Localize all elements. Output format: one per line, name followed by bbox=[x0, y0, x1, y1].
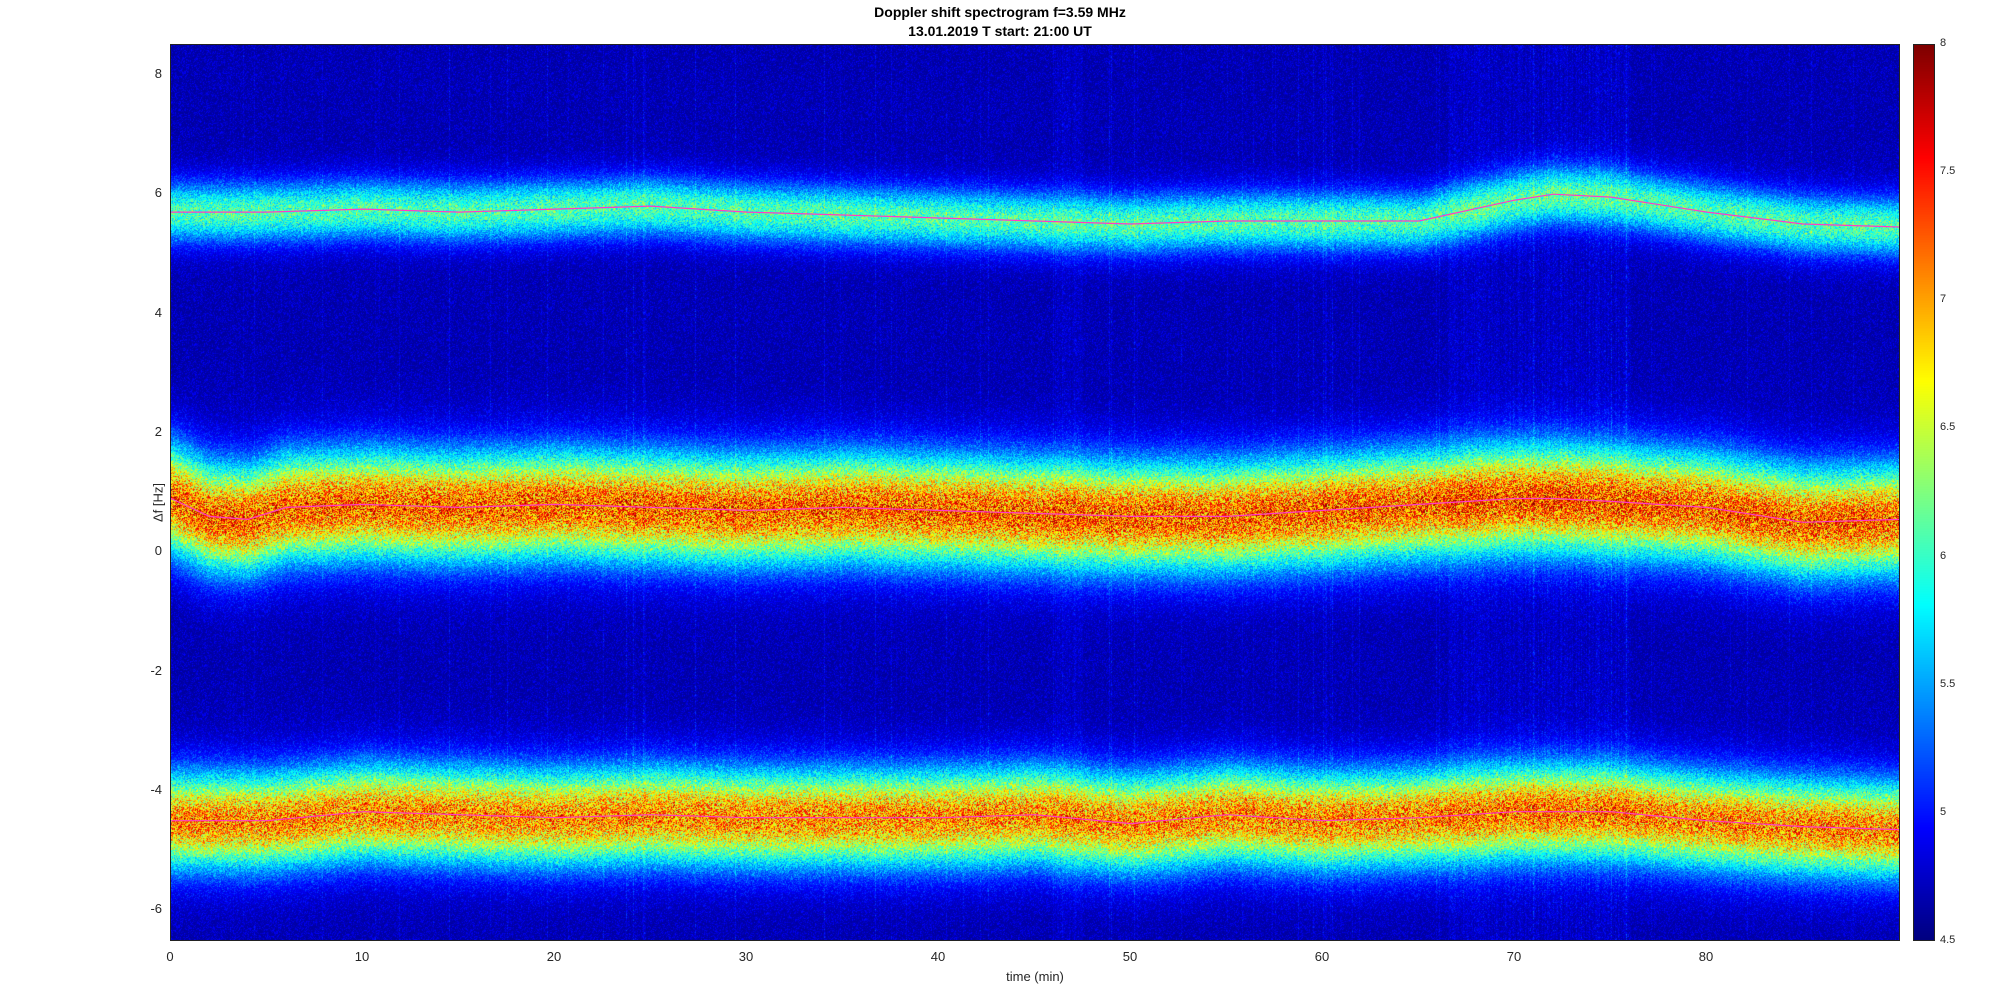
colorbar-tick-label: 7 bbox=[1940, 293, 1947, 306]
x-tick-label: 0 bbox=[166, 949, 174, 964]
x-tick-label: 10 bbox=[354, 949, 370, 964]
y-tick-label: 2 bbox=[154, 423, 162, 439]
colorbar-tick-label: 7.5 bbox=[1940, 165, 1956, 178]
colorbar-tick-label: 4.5 bbox=[1940, 934, 1956, 946]
colorbar-tick-label: 6.5 bbox=[1940, 421, 1956, 434]
plot-area bbox=[170, 44, 1900, 941]
trace-line-0 bbox=[171, 193, 1899, 228]
colorbar-tick-label: 5 bbox=[1940, 805, 1947, 818]
chart-subtitle: 13.01.2019 T start: 21:00 UT bbox=[908, 23, 1092, 39]
chart-title: Doppler shift spectrogram f=3.59 MHz bbox=[874, 4, 1126, 20]
colorbar-tick-label: 8 bbox=[1940, 37, 1947, 49]
trace-line-2 bbox=[171, 811, 1899, 831]
y-tick-label: -6 bbox=[150, 901, 162, 917]
y-tick-label: -4 bbox=[150, 781, 162, 797]
x-tick-label: 30 bbox=[738, 949, 754, 964]
colorbar bbox=[1913, 44, 1935, 941]
spectrogram-image bbox=[171, 45, 1899, 940]
x-axis-label: time (min) bbox=[1006, 969, 1064, 984]
y-tick-label: 0 bbox=[154, 543, 162, 559]
x-tick-label: 60 bbox=[1314, 949, 1330, 964]
trace-line-1 bbox=[171, 497, 1899, 523]
y-axis-label: Δf [Hz] bbox=[150, 482, 166, 523]
y-tick-label: 8 bbox=[154, 65, 162, 81]
y-tick-label: 6 bbox=[154, 185, 162, 201]
trace-overlay bbox=[171, 193, 1899, 831]
x-tick-label: 70 bbox=[1506, 949, 1522, 964]
y-tick-label: 4 bbox=[154, 304, 162, 320]
colorbar-tick-label: 5.5 bbox=[1940, 677, 1956, 690]
x-tick-label: 50 bbox=[1122, 949, 1138, 964]
x-tick-label: 40 bbox=[930, 949, 946, 964]
x-tick-label: 20 bbox=[546, 949, 562, 964]
y-tick-label: -2 bbox=[150, 662, 162, 678]
x-tick-label: 80 bbox=[1698, 949, 1714, 964]
colorbar-tick-label: 6 bbox=[1940, 549, 1947, 562]
